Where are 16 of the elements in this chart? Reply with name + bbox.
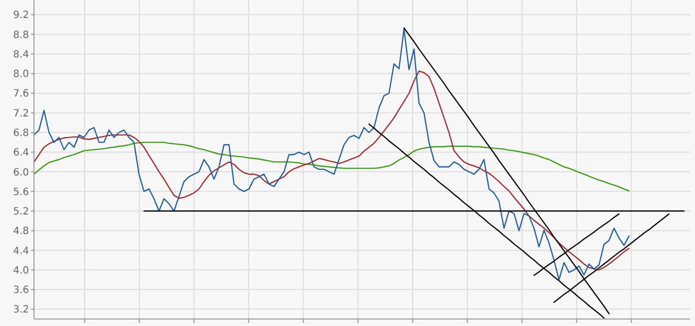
- y-tick-label: 4.0: [13, 265, 29, 276]
- y-tick-label: 3.2: [13, 304, 29, 316]
- y-tick-label: 8.8: [13, 30, 29, 41]
- y-tick-label: 8.0: [13, 69, 29, 80]
- y-tick-label: 5.2: [13, 206, 29, 218]
- y-tick-label: 4.4: [13, 246, 29, 257]
- y-tick-label: 4.8: [13, 226, 29, 238]
- y-tick-label: 3.6: [13, 285, 29, 296]
- y-tick-label: 9.2: [13, 10, 29, 22]
- y-tick-label: 5.6: [13, 186, 29, 198]
- y-tick-label: 6.4: [13, 148, 29, 159]
- y-tick-label: 7.6: [13, 88, 29, 100]
- y-tick-label: 6.0: [13, 167, 29, 178]
- y-tick-label: 8.4: [13, 49, 29, 60]
- y-tick-label: 7.2: [13, 108, 29, 120]
- y-tick-label: 6.8: [13, 128, 29, 140]
